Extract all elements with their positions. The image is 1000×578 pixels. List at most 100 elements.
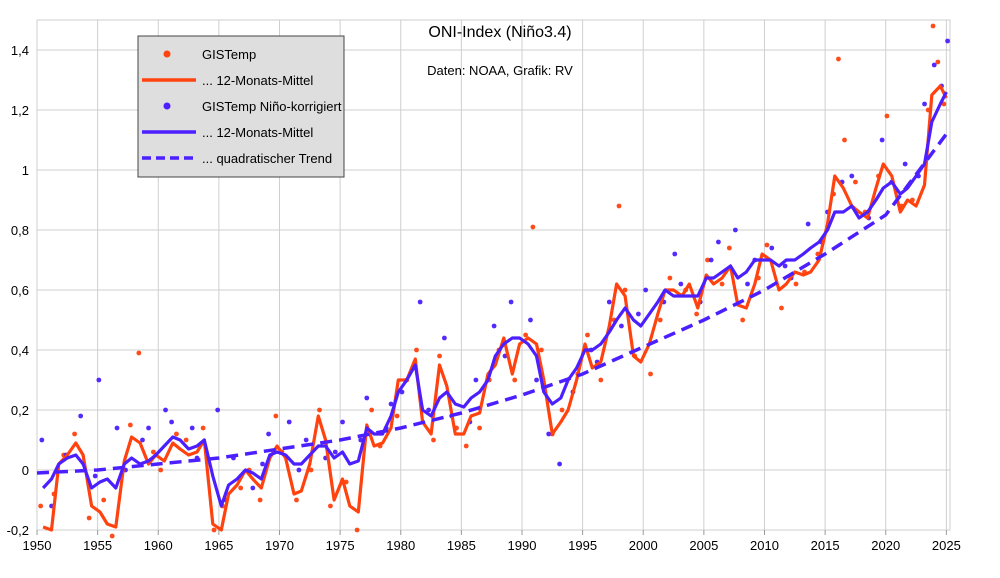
y-tick-label: 0,6 — [11, 283, 29, 298]
data-point-gistemp — [538, 347, 544, 353]
y-axis-tick-labels: -0,2 0 0,2 0,4 0,6 0,8 1 1,2 1,4 — [7, 43, 29, 538]
x-axis-tick-labels: 1950 1955 1960 1965 1970 1975 1980 1985 1990 1995… — [23, 538, 961, 553]
x-tick-label: 2010 — [750, 538, 779, 553]
chart-subtitle: Daten: NOAA, Grafik: RV — [427, 63, 573, 78]
data-point-nino-corrected — [250, 485, 256, 491]
data-point-nino-corrected — [635, 311, 641, 317]
data-point-gistemp — [530, 224, 536, 230]
legend-label-gistemp: GISTemp — [202, 47, 256, 62]
data-point-gistemp — [211, 527, 217, 533]
legend-symbol-nino-corrected — [163, 102, 171, 110]
data-point-gistemp — [317, 407, 322, 413]
data-point-gistemp — [414, 347, 419, 353]
data-point-gistemp — [667, 275, 673, 281]
data-point-nino-corrected — [296, 467, 302, 473]
data-point-nino-corrected — [508, 299, 514, 305]
data-point-gistemp — [158, 467, 164, 473]
data-point-gistemp — [273, 413, 279, 419]
data-point-gistemp — [477, 425, 482, 431]
series-line-gistemp-mean — [42, 84, 948, 532]
data-point-nino-corrected — [92, 473, 98, 479]
data-point-nino-corrected — [388, 401, 394, 407]
data-point-nino-corrected — [78, 413, 84, 419]
data-point-nino-corrected — [672, 251, 678, 257]
data-point-gistemp — [842, 137, 847, 143]
data-point-nino-corrected — [534, 377, 539, 383]
data-point-gistemp — [38, 503, 44, 509]
y-tick-label: 1 — [22, 163, 29, 178]
data-point-gistemp — [150, 449, 156, 455]
data-point-gistemp — [369, 407, 375, 413]
data-point-nino-corrected — [426, 407, 432, 413]
data-point-nino-corrected — [332, 449, 338, 455]
x-tick-label: 1955 — [83, 538, 112, 553]
data-point-gistemp — [257, 497, 263, 503]
x-tick-label: 1960 — [144, 538, 173, 553]
series-line-quadratic-trend — [36, 132, 948, 475]
data-point-nino-corrected — [557, 461, 562, 467]
x-tick-label: 2020 — [871, 538, 900, 553]
data-point-gistemp — [884, 113, 890, 119]
data-point-gistemp — [394, 413, 400, 419]
data-point-gistemp — [463, 443, 469, 449]
chart-title: ONI-Index (Niño3.4) — [428, 24, 571, 41]
data-point-nino-corrected — [732, 227, 738, 233]
legend-label-nino-corrected: GISTemp Niño-korrigiert — [202, 99, 342, 114]
data-point-nino-corrected — [931, 62, 937, 68]
y-tick-label: 0,2 — [11, 403, 29, 418]
data-point-nino-corrected — [96, 377, 102, 383]
legend: GISTemp ... 12-Monats-Mittel GISTemp Niñ… — [137, 35, 345, 178]
x-tick-label: 2000 — [629, 538, 658, 553]
plot-area — [36, 23, 950, 539]
data-point-nino-corrected — [546, 431, 552, 437]
data-point-nino-corrected — [945, 38, 950, 44]
data-point-gistemp — [523, 332, 529, 338]
x-tick-label: 1970 — [265, 538, 294, 553]
x-tick-label: 1965 — [204, 538, 233, 553]
y-tick-label: 0 — [22, 463, 29, 478]
y-tick-label: -0,2 — [7, 523, 29, 538]
data-point-nino-corrected — [678, 281, 684, 287]
legend-symbol-gistemp — [163, 50, 171, 58]
data-point-gistemp — [136, 350, 142, 356]
data-point-gistemp — [431, 437, 436, 443]
data-point-gistemp — [354, 527, 360, 533]
data-point-nino-corrected — [805, 221, 811, 227]
data-point-nino-corrected — [606, 299, 612, 305]
data-point-nino-corrected — [340, 419, 345, 425]
x-tick-label: 1990 — [508, 538, 537, 553]
data-point-gistemp — [72, 431, 77, 437]
data-point-nino-corrected — [417, 299, 423, 305]
data-point-nino-corrected — [189, 425, 195, 431]
x-tick-label: 1985 — [447, 538, 476, 553]
data-point-gistemp — [328, 503, 333, 509]
data-point-gistemp — [657, 317, 663, 323]
data-point-gistemp — [705, 257, 710, 263]
y-tick-label: 1,4 — [11, 43, 29, 58]
x-tick-label: 1975 — [326, 538, 355, 553]
x-tick-label: 1980 — [386, 538, 415, 553]
legend-label-gistemp-mean: ... 12-Monats-Mittel — [202, 73, 313, 88]
data-point-gistemp — [694, 311, 699, 317]
data-point-nino-corrected — [528, 317, 533, 323]
data-point-gistemp — [740, 317, 746, 323]
data-point-gistemp — [941, 101, 947, 107]
data-point-nino-corrected — [441, 335, 447, 341]
data-point-nino-corrected — [745, 281, 750, 287]
data-point-nino-corrected — [303, 437, 309, 443]
data-point-gistemp — [616, 203, 622, 209]
data-point-gistemp — [294, 497, 299, 503]
data-point-gistemp — [764, 242, 770, 248]
data-point-nino-corrected — [215, 407, 221, 413]
data-point-nino-corrected — [163, 407, 168, 413]
data-point-gistemp — [719, 281, 725, 287]
data-point-nino-corrected — [619, 323, 624, 329]
series-line-nino-corrected-mean — [41, 91, 948, 508]
data-point-nino-corrected — [849, 173, 855, 179]
data-point-nino-corrected — [922, 101, 927, 107]
data-point-gistemp — [853, 179, 858, 185]
data-point-gistemp — [648, 371, 653, 377]
data-point-nino-corrected — [643, 287, 649, 293]
data-point-gistemp — [109, 533, 115, 539]
